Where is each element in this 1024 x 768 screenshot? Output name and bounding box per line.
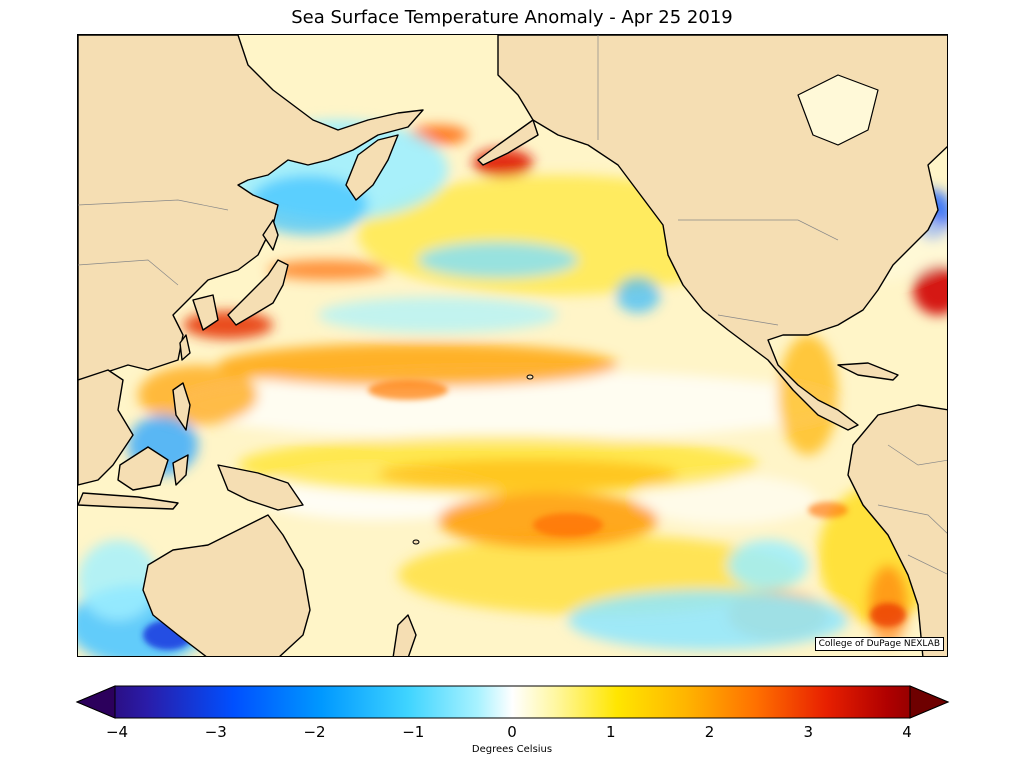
map-title: Sea Surface Temperature Anomaly - Apr 25… bbox=[291, 7, 733, 28]
colorbar-ticks: −4 −3 −2 −1 0 1 2 3 4 bbox=[0, 720, 1024, 744]
colorbar-tick-label: 4 bbox=[902, 723, 912, 741]
colorbar-tick-label: −3 bbox=[204, 723, 227, 741]
borneo-landmass bbox=[117, 446, 169, 491]
sulawesi-landmass bbox=[172, 454, 189, 486]
map-canvas bbox=[78, 35, 947, 656]
credit-label: College of DuPage NEXLAB bbox=[814, 637, 944, 651]
philippines-landmass bbox=[172, 382, 191, 431]
australia-landmass bbox=[142, 514, 311, 656]
cuba-landmass bbox=[837, 362, 899, 381]
colorbar-tick-label: 1 bbox=[605, 723, 616, 741]
colorbar-label: Degrees Celsius bbox=[471, 744, 553, 755]
colorbar-svg bbox=[75, 685, 950, 719]
country-borders bbox=[78, 35, 947, 575]
colorbar-tick-label: 2 bbox=[704, 723, 715, 741]
taiwan-landmass bbox=[179, 334, 191, 361]
land-masses bbox=[78, 35, 947, 656]
japan-landmass bbox=[227, 259, 289, 326]
sst-anomaly-map[interactable]: College of DuPage NEXLAB bbox=[77, 34, 948, 657]
south-america-landmass bbox=[847, 404, 947, 656]
alaska-peninsula bbox=[477, 119, 539, 166]
small-islands bbox=[412, 374, 534, 545]
colorbar-tick-label: 3 bbox=[803, 723, 814, 741]
java-landmass bbox=[78, 492, 179, 510]
colorbar-tick-label: 0 bbox=[507, 723, 517, 741]
colorbar bbox=[75, 684, 950, 720]
hudson-bay bbox=[797, 74, 879, 146]
hokkaido-landmass bbox=[262, 219, 279, 251]
korea-landmass bbox=[192, 294, 219, 331]
colorbar-tick-label: −4 bbox=[105, 723, 129, 741]
new-guinea-landmass bbox=[217, 464, 304, 511]
kamchatka-landmass bbox=[345, 134, 399, 201]
colorbar-tick-label: −2 bbox=[303, 723, 326, 741]
new-zealand-landmass bbox=[392, 614, 417, 656]
southeast-asia-landmass bbox=[78, 369, 134, 486]
asia-landmass bbox=[78, 35, 424, 381]
colorbar-tick-label: −1 bbox=[402, 723, 425, 741]
